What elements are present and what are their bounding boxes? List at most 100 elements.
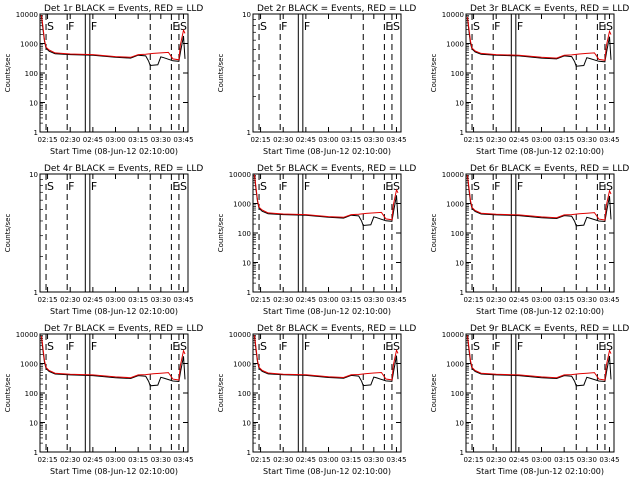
y-tick-label: 10 (455, 260, 464, 268)
y-tick-label: 1000 (20, 41, 38, 49)
x-tick-label: 02:15 (250, 136, 270, 144)
x-tick-label: 02:30 (273, 456, 293, 464)
event-marker-F: F (494, 340, 500, 353)
panel-title: Det 1r BLACK = Events, RED = LLD (44, 4, 203, 14)
series-lld-line (41, 15, 186, 61)
y-tick-label: 100 (238, 390, 251, 398)
x-axis-label: Start Time (08-Jun-12 02:10:00) (476, 147, 604, 156)
event-marker-S: S (606, 180, 613, 193)
y-tick-label: 10000 (442, 171, 464, 179)
plot-frame (465, 13, 615, 133)
x-tick-label: 03:45 (173, 456, 193, 464)
series-events-line (41, 16, 186, 67)
x-tick-label: 03:15 (128, 296, 148, 304)
event-marker-F: F (281, 180, 287, 193)
x-tick-label: 02:15 (463, 456, 483, 464)
plot-frame (465, 333, 615, 453)
x-tick-label: 03:45 (386, 136, 406, 144)
x-tick-label: 03:15 (554, 136, 574, 144)
y-tick-label: 1 (34, 449, 38, 457)
y-tick-label: 1 (460, 129, 464, 137)
x-tick-label: 02:15 (37, 136, 57, 144)
event-marker-S: S (260, 20, 267, 33)
panel-det-7r: Det 7r BLACK = Events, RED = LLD Counts/s… (4, 324, 203, 476)
y-tick-label: 10000 (229, 171, 251, 179)
event-marker-F: F (517, 180, 523, 193)
y-tick-label: 10 (242, 260, 251, 268)
y-tick-label: 10000 (16, 11, 38, 19)
y-tick-label: 1000 (446, 201, 464, 209)
x-tick-label: 03:30 (151, 296, 171, 304)
x-tick-label: 02:30 (60, 136, 80, 144)
y-tick-label: 1 (247, 129, 251, 137)
event-marker-F: F (494, 20, 500, 33)
x-axis-label: Start Time (08-Jun-12 02:10:00) (50, 147, 178, 156)
y-tick-label: 1000 (446, 41, 464, 49)
series-lld-line (467, 335, 612, 381)
panel-title: Det 3r BLACK = Events, RED = LLD (470, 4, 629, 14)
event-marker-S: S (260, 340, 267, 353)
plot-frame (252, 173, 402, 293)
x-tick-label: 03:00 (531, 136, 551, 144)
x-tick-label: 02:45 (83, 456, 103, 464)
series-events-line (467, 337, 612, 387)
x-tick-label: 02:30 (273, 296, 293, 304)
plot-frame (39, 13, 189, 133)
x-tick-label: 02:45 (83, 136, 103, 144)
event-marker-S: S (260, 180, 267, 193)
x-tick-label: 02:45 (296, 136, 316, 144)
x-tick-label: 02:15 (463, 136, 483, 144)
x-tick-label: 02:45 (509, 456, 529, 464)
x-tick-label: 03:00 (105, 136, 125, 144)
event-marker-E: E (385, 340, 392, 353)
y-tick-label: 10 (242, 420, 251, 428)
event-marker-F: F (517, 20, 523, 33)
panel-det-3r: Det 3r BLACK = Events, RED = LLD Counts/s… (430, 4, 629, 156)
series-lld-line (41, 336, 186, 381)
y-axis-label: Counts/sec (430, 214, 438, 253)
x-tick-label: 03:45 (173, 136, 193, 144)
event-marker-E: E (598, 20, 605, 33)
x-tick-label: 03:30 (577, 296, 597, 304)
y-tick-label: 100 (25, 70, 38, 78)
event-marker-E: E (172, 180, 179, 193)
x-axis-label: Start Time (08-Jun-12 02:10:00) (263, 307, 391, 316)
event-marker-E: E (385, 180, 392, 193)
event-marker-E: E (172, 340, 179, 353)
x-tick-label: 02:45 (296, 456, 316, 464)
x-tick-label: 03:30 (364, 296, 384, 304)
y-tick-label: 10 (455, 420, 464, 428)
event-marker-F: F (281, 340, 287, 353)
x-tick-label: 02:45 (509, 136, 529, 144)
panel-det-6r: Det 6r BLACK = Events, RED = LLD Counts/s… (430, 164, 629, 316)
y-tick-label: 100 (451, 230, 464, 238)
series-lld-line (254, 174, 399, 221)
event-marker-S: S (47, 20, 54, 33)
series-events-line (467, 18, 612, 67)
event-marker-S: S (180, 340, 187, 353)
event-marker-F: F (68, 180, 74, 193)
panel-title: Det 5r BLACK = Events, RED = LLD (257, 164, 416, 174)
y-tick-label: 10 (455, 100, 464, 108)
event-marker-F: F (494, 180, 500, 193)
event-marker-S: S (606, 20, 613, 33)
y-axis-label: Counts/sec (4, 54, 12, 93)
y-axis-label: Counts/sec (430, 54, 438, 93)
y-tick-label: 10000 (442, 11, 464, 19)
x-tick-label: 03:30 (577, 136, 597, 144)
x-tick-label: 03:15 (554, 296, 574, 304)
x-tick-label: 02:45 (83, 296, 103, 304)
x-tick-label: 03:15 (341, 136, 361, 144)
x-tick-label: 03:15 (128, 136, 148, 144)
panel-det-4r: Det 4r BLACK = Events, RED = LLD Counts/s… (4, 164, 203, 316)
panel-title: Det 2r BLACK = Events, RED = LLD (257, 4, 416, 14)
y-tick-label: 10 (29, 171, 38, 179)
panel-title: Det 4r BLACK = Events, RED = LLD (44, 164, 203, 174)
event-marker-F: F (91, 180, 97, 193)
x-tick-label: 03:15 (341, 456, 361, 464)
plot-frame (39, 173, 189, 293)
x-tick-label: 03:30 (151, 136, 171, 144)
y-tick-label: 10 (242, 11, 251, 19)
x-tick-label: 03:45 (386, 456, 406, 464)
event-marker-S: S (47, 180, 54, 193)
